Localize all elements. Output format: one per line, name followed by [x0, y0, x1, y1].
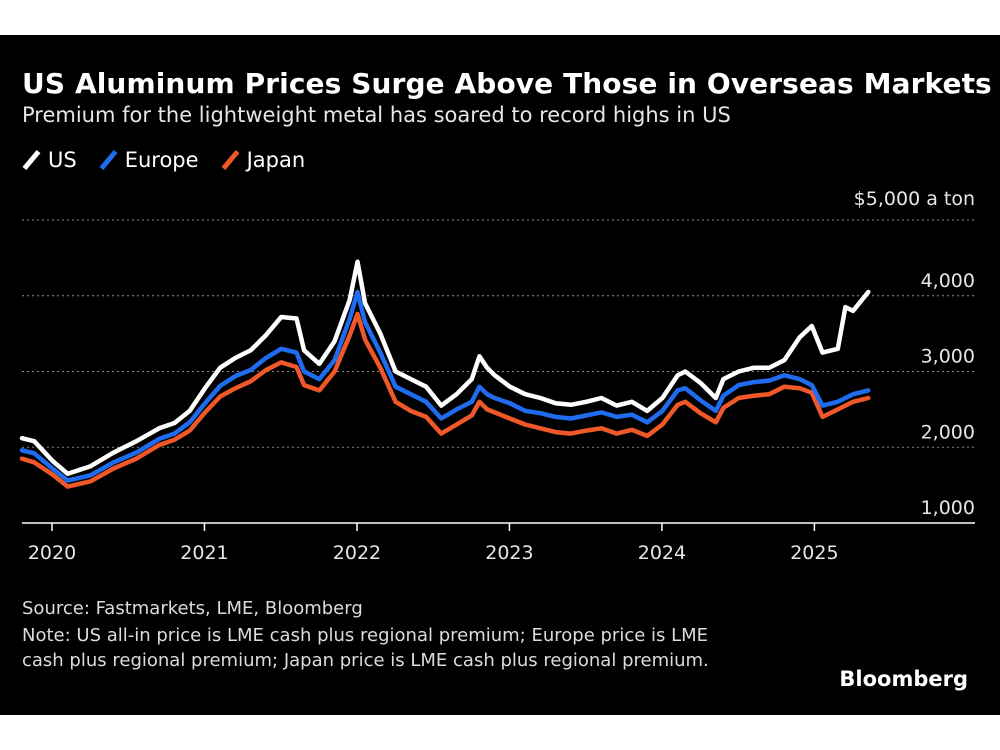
- series-line-japan: [19, 311, 871, 489]
- x-tick-label: 2021: [180, 542, 228, 564]
- x-tick-label: 2025: [790, 542, 838, 564]
- bloomberg-logo: Bloomberg: [839, 667, 968, 691]
- x-tick-label: 2024: [638, 542, 686, 564]
- chart-card: US Aluminum Prices Surge Above Those in …: [0, 35, 1000, 715]
- legend-swatch-us: [22, 151, 40, 169]
- y-unit-label: $5,000 a ton: [854, 188, 975, 210]
- legend-item-japan: Japan: [221, 148, 306, 172]
- legend-label-europe: Europe: [124, 148, 199, 172]
- legend-label-japan: Japan: [246, 148, 306, 172]
- legend-item-us: US: [22, 148, 77, 172]
- legend-swatch-japan: [221, 151, 239, 169]
- y-tick-label: 1,000: [921, 497, 975, 519]
- series-line-europe: [19, 289, 871, 483]
- chart-title: US Aluminum Prices Surge Above Those in …: [22, 67, 992, 100]
- x-tick-label: 2023: [485, 542, 533, 564]
- line-chart: $5,000 a ton 1,000 2,000 3,000 4,000 2020 2021…: [19, 188, 975, 564]
- x-tick-label: 2020: [28, 542, 76, 564]
- source-note: Source: Fastmarkets, LME, Bloomberg: [22, 598, 363, 619]
- x-tick-label: 2022: [333, 542, 381, 564]
- legend-item-europe: Europe: [99, 148, 199, 172]
- chart-subtitle: Premium for the lightweight metal has so…: [22, 103, 731, 127]
- legend: US Europe Japan: [22, 148, 305, 172]
- legend-label-us: US: [48, 148, 77, 172]
- y-tick-label: 2,000: [921, 421, 975, 443]
- y-tick-label: 3,000: [921, 346, 975, 368]
- methodology-note: Note: US all-in price is LME cash plus r…: [22, 625, 709, 671]
- series-line-us: [19, 259, 871, 477]
- y-tick-label: 4,000: [921, 270, 975, 292]
- legend-swatch-europe: [99, 151, 117, 169]
